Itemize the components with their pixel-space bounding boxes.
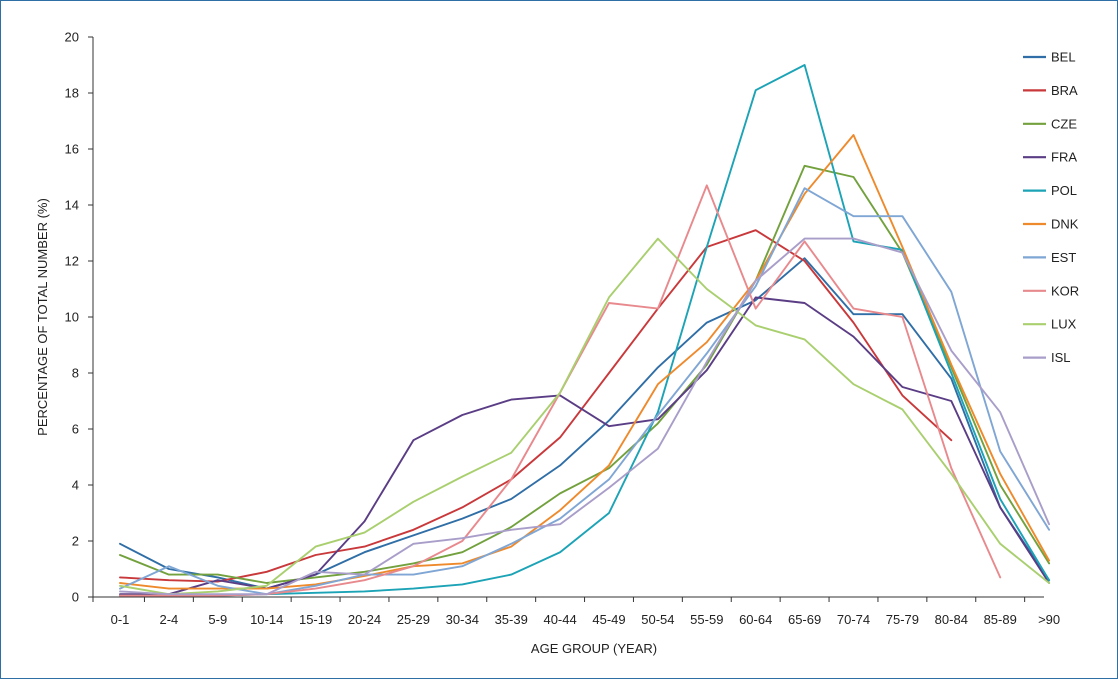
legend-label-est: EST: [1051, 250, 1076, 265]
y-tick-label: 12: [65, 254, 79, 269]
legend-label-bra: BRA: [1051, 83, 1078, 98]
series-line-bel: [119, 257, 1051, 590]
legend-label-cze: CZE: [1051, 116, 1077, 131]
x-tick-label: 20-24: [348, 612, 381, 627]
x-tick-label: 65-69: [788, 612, 821, 627]
chart-axes: [88, 36, 1044, 602]
series-line-lux: [119, 237, 1051, 596]
y-tick-label: 14: [65, 198, 79, 213]
y-tick-label: 2: [72, 534, 79, 549]
x-tick-label: 50-54: [641, 612, 674, 627]
x-tick-label: 75-79: [886, 612, 919, 627]
x-tick-label: 0-1: [111, 612, 130, 627]
series-line-bra: [119, 229, 953, 583]
x-tick-label: 10-14: [250, 612, 283, 627]
y-tick-label: 18: [65, 86, 79, 101]
legend-label-isl: ISL: [1051, 350, 1071, 365]
y-tick-label: 10: [65, 310, 79, 325]
x-tick-label: 45-49: [592, 612, 625, 627]
x-tick-label: 5-9: [208, 612, 227, 627]
x-tick-label: 15-19: [299, 612, 332, 627]
y-tick-label: 6: [72, 422, 79, 437]
series-line-kor: [119, 184, 1002, 597]
y-tick-label: 20: [65, 30, 79, 45]
x-tick-label: 80-84: [935, 612, 968, 627]
x-tick-label: 40-44: [543, 612, 576, 627]
y-tick-label: 0: [72, 590, 79, 605]
y-axis-title: PERCENTAGE OF TOTAL NUMBER (%): [35, 198, 50, 436]
legend-label-pol: POL: [1051, 183, 1077, 198]
y-tick-label: 16: [65, 142, 79, 157]
legend: BEL BRA CZE FRA POL DNK EST KOR LUX ISL: [1023, 50, 1079, 365]
x-tick-label: 85-89: [984, 612, 1017, 627]
legend-label-fra: FRA: [1051, 150, 1077, 165]
x-axis-title: AGE GROUP (YEAR): [531, 641, 657, 656]
x-tick-label: 70-74: [837, 612, 870, 627]
series-line-pol: [119, 64, 1051, 597]
y-tick-label: 4: [72, 478, 79, 493]
x-tick-label: 2-4: [160, 612, 179, 627]
series-line-fra: [119, 296, 1051, 596]
series-line-dnk: [119, 134, 1051, 590]
x-tick-label: >90: [1038, 612, 1060, 627]
x-tick-label: 55-59: [690, 612, 723, 627]
x-tick-label: 30-34: [446, 612, 479, 627]
series-line-isl: [119, 237, 1051, 596]
x-tick-label: 60-64: [739, 612, 772, 627]
legend-label-lux: LUX: [1051, 317, 1077, 332]
legend-label-dnk: DNK: [1051, 217, 1079, 232]
legend-label-kor: KOR: [1051, 283, 1079, 298]
x-tick-label: 25-29: [397, 612, 430, 627]
tick-labels: 0 2 4 6 8 10 12 14 16 18 20 0-1 2-4 5-9 10-14 15-19 20-2…: [65, 30, 1061, 628]
x-tick-label: 35-39: [495, 612, 528, 627]
y-tick-label: 8: [72, 366, 79, 381]
series-line-cze: [119, 164, 1051, 584]
legend-label-bel: BEL: [1051, 50, 1076, 65]
series-lines: [119, 64, 1051, 597]
